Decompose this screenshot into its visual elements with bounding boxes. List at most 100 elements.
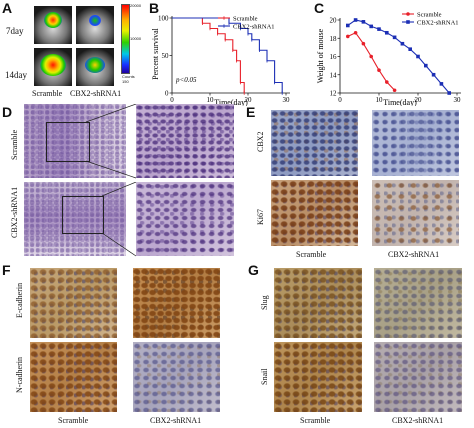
data-point xyxy=(431,72,436,77)
y-axis-label: Percent survival xyxy=(151,27,160,80)
series-line-shrna xyxy=(347,19,450,94)
data-point xyxy=(353,18,358,22)
panel-label-a: A xyxy=(2,0,13,16)
data-point xyxy=(406,20,410,24)
x-axis-label: Time(day) xyxy=(383,98,417,106)
y-tick-label: 20 xyxy=(330,17,338,25)
panel-label-c: C xyxy=(314,0,325,16)
he-shrna-low-mag xyxy=(24,182,126,256)
p-value-annotation: p<0.05 xyxy=(175,76,197,84)
ihc-ncadherin-scramble xyxy=(30,342,117,412)
data-point xyxy=(385,30,389,35)
x-tick-label: 0 xyxy=(170,96,174,104)
col-label-shrna-a: CBX2-shRNA1 xyxy=(70,89,122,98)
x-tick-label: 30 xyxy=(454,96,462,104)
colorbar-mid-label: 10000 xyxy=(130,36,142,41)
data-point xyxy=(361,20,366,24)
panel-label-b: B xyxy=(149,0,160,16)
x-tick-label: 10 xyxy=(376,96,384,104)
panel-label-f: F xyxy=(2,262,11,278)
legend-label: CBX2-shRNA1 xyxy=(417,20,459,27)
colorbar-unit-label: 150 xyxy=(122,79,129,84)
he-scramble-high-mag xyxy=(136,104,234,178)
ihc-slug-scramble xyxy=(274,268,362,338)
data-point xyxy=(361,41,366,46)
y-axis-label: Weight of mouse xyxy=(316,28,325,83)
he-shrna-high-mag xyxy=(136,182,234,256)
panel-label-g: G xyxy=(248,262,259,278)
x-tick-label: 0 xyxy=(338,96,342,104)
panel-label-d: D xyxy=(2,104,13,120)
legend-label: CBX2-shRNA1 xyxy=(233,24,275,31)
colorbar xyxy=(121,4,130,74)
y-tick-label: 16 xyxy=(330,53,338,61)
data-point xyxy=(392,88,397,93)
bioluminescence-scramble-7day xyxy=(34,6,72,44)
row-label-14day: 14day xyxy=(5,70,27,80)
data-point xyxy=(424,63,428,68)
data-point xyxy=(385,80,389,84)
data-point xyxy=(406,12,410,16)
data-point xyxy=(377,27,381,31)
panel-label-e: E xyxy=(246,104,256,120)
bioluminescence-shrna-14day xyxy=(76,48,114,86)
row-label-cbx2: CBX2 xyxy=(256,131,265,152)
row-label-7day: 7day xyxy=(6,26,24,36)
he-scramble-low-mag xyxy=(24,104,126,178)
x-tick-label: 20 xyxy=(245,96,253,104)
row-label-scramble-d: Scramble xyxy=(10,129,19,160)
x-axis-label: Time(day) xyxy=(214,98,248,106)
data-point xyxy=(369,24,373,29)
col-label-shrna-g: CBX2-shRNA1 xyxy=(392,416,444,425)
ihc-ki67-scramble xyxy=(271,180,358,246)
data-point xyxy=(408,47,412,51)
x-tick-label: 30 xyxy=(283,96,291,104)
zoom-lines-scramble xyxy=(86,104,137,179)
ihc-ecadherin-shrna xyxy=(133,268,220,338)
col-label-scramble-a: Scramble xyxy=(32,89,63,98)
data-point xyxy=(346,23,350,28)
ihc-slug-shrna xyxy=(374,268,462,338)
ihc-cbx2-scramble xyxy=(271,110,358,176)
ihc-ncadherin-shrna xyxy=(133,342,220,412)
row-label-snail: Snail xyxy=(260,368,269,385)
y-tick-label: 50 xyxy=(162,52,170,60)
x-tick-label: 10 xyxy=(207,96,215,104)
col-label-scramble-g: Scramble xyxy=(300,416,331,425)
data-point xyxy=(392,35,397,40)
weight-chart: 0 10 20 30 12 14 16 18 20 Time(day) Weight of mo… xyxy=(316,12,462,106)
data-point xyxy=(369,54,373,59)
data-point xyxy=(346,34,350,39)
bioluminescence-scramble-14day xyxy=(34,48,72,86)
colorbar-top-label: 20000 xyxy=(130,3,142,8)
x-tick-label: 20 xyxy=(415,96,423,104)
bioluminescence-shrna-7day xyxy=(76,6,114,44)
col-label-scramble-f: Scramble xyxy=(58,416,89,425)
zoom-lines-shrna xyxy=(102,182,137,257)
data-point xyxy=(377,68,381,72)
legend-label: Scramble xyxy=(233,16,258,23)
ihc-ki67-shrna xyxy=(372,180,459,246)
data-point xyxy=(447,91,451,95)
row-label-n-cadherin: N-cadherin xyxy=(15,357,24,393)
survival-chart: 0 10 20 30 0 50 100 Time(day) Percent survival… xyxy=(151,15,291,106)
ihc-snail-scramble xyxy=(274,342,362,412)
row-label-ki67: Ki67 xyxy=(256,209,265,225)
legend-label: Scramble xyxy=(417,12,442,19)
row-label-e-cadherin: E-cadherin xyxy=(15,282,24,318)
y-tick-label: 14 xyxy=(330,71,338,79)
y-tick-label: 0 xyxy=(165,90,169,98)
data-point xyxy=(439,82,444,86)
colorbar-counts-label: Counts xyxy=(122,74,135,79)
col-label-shrna-f: CBX2-shRNA1 xyxy=(150,416,202,425)
y-tick-label: 100 xyxy=(158,15,169,23)
y-tick-label: 12 xyxy=(330,90,338,98)
data-point xyxy=(400,41,405,46)
row-label-slug: Slug xyxy=(260,295,269,310)
data-point xyxy=(353,30,358,35)
col-label-scramble-e: Scramble xyxy=(296,250,327,259)
ihc-cbx2-shrna xyxy=(372,110,459,176)
ihc-snail-shrna xyxy=(374,342,462,412)
data-point xyxy=(416,54,420,59)
ihc-ecadherin-scramble xyxy=(30,268,117,338)
